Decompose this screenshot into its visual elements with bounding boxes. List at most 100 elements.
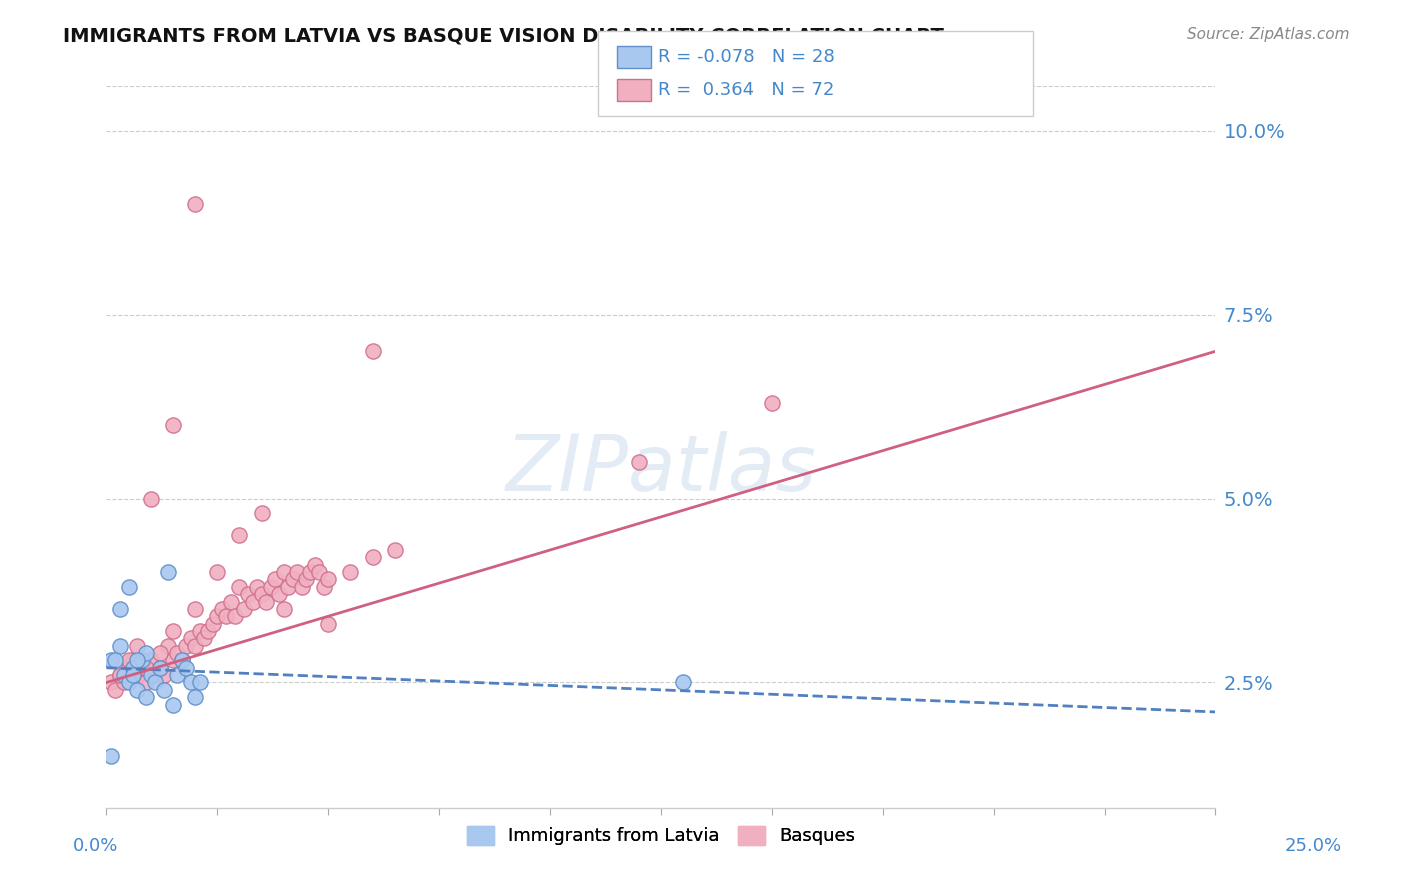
Point	[157, 565, 180, 579]
Point	[122, 653, 145, 667]
Point	[295, 573, 318, 587]
Point	[232, 602, 254, 616]
Point	[193, 632, 215, 646]
Point	[143, 668, 166, 682]
Text: 0.0%: 0.0%	[73, 837, 118, 855]
Point	[184, 690, 207, 705]
Text: IMMIGRANTS FROM LATVIA VS BASQUE VISION DISABILITY CORRELATION CHART: IMMIGRANTS FROM LATVIA VS BASQUE VISION …	[63, 27, 945, 45]
Point	[291, 580, 314, 594]
Point	[166, 668, 188, 682]
Point	[174, 661, 197, 675]
Point	[273, 602, 295, 616]
Point	[384, 543, 406, 558]
Point	[250, 506, 273, 520]
Point	[188, 624, 211, 638]
Point	[127, 682, 149, 697]
Point	[246, 580, 269, 594]
Point	[153, 682, 176, 697]
Point	[219, 594, 242, 608]
Point	[250, 587, 273, 601]
Point	[308, 565, 330, 579]
Point	[361, 344, 384, 359]
Point	[269, 587, 291, 601]
Text: 25.0%: 25.0%	[1285, 837, 1341, 855]
Point	[281, 573, 304, 587]
Point	[139, 653, 162, 667]
Point	[108, 668, 131, 682]
Point	[117, 653, 139, 667]
Point	[627, 455, 650, 469]
Point	[127, 653, 149, 667]
Point	[122, 668, 145, 682]
Text: R =  0.364   N = 72: R = 0.364 N = 72	[658, 81, 834, 99]
Point	[135, 690, 157, 705]
Point	[361, 550, 384, 565]
Point	[761, 396, 783, 410]
Point	[174, 639, 197, 653]
Point	[299, 565, 322, 579]
Point	[131, 653, 153, 667]
Point	[197, 624, 219, 638]
Point	[184, 197, 207, 211]
Point	[162, 698, 184, 712]
Point	[149, 661, 172, 675]
Point	[316, 616, 339, 631]
Point	[104, 682, 127, 697]
Text: Source: ZipAtlas.com: Source: ZipAtlas.com	[1187, 27, 1350, 42]
Point	[108, 668, 131, 682]
Point	[170, 653, 193, 667]
Point	[254, 594, 277, 608]
Point	[127, 668, 149, 682]
Point	[135, 646, 157, 660]
Point	[112, 668, 135, 682]
Point	[211, 602, 233, 616]
Point	[117, 675, 139, 690]
Point	[170, 653, 193, 667]
Point	[201, 616, 224, 631]
Point	[108, 602, 131, 616]
Point	[273, 565, 295, 579]
Point	[135, 675, 157, 690]
Point	[139, 491, 162, 506]
Point	[228, 528, 250, 542]
Point	[104, 653, 127, 667]
Point	[215, 609, 238, 624]
Point	[672, 675, 695, 690]
Point	[127, 639, 149, 653]
Point	[162, 653, 184, 667]
Point	[153, 668, 176, 682]
Point	[135, 661, 157, 675]
Point	[188, 675, 211, 690]
Point	[207, 609, 229, 624]
Point	[108, 639, 131, 653]
Point	[117, 661, 139, 675]
Point	[224, 609, 246, 624]
Point	[207, 565, 229, 579]
Point	[162, 417, 184, 432]
Point	[166, 646, 188, 660]
Point	[122, 661, 145, 675]
Point	[143, 675, 166, 690]
Point	[277, 580, 299, 594]
Point	[180, 675, 202, 690]
Point	[162, 624, 184, 638]
Point	[184, 602, 207, 616]
Point	[228, 580, 250, 594]
Point	[100, 653, 122, 667]
Text: R = -0.078   N = 28: R = -0.078 N = 28	[658, 48, 835, 66]
Point	[259, 580, 281, 594]
Point	[112, 675, 135, 690]
Point	[184, 639, 207, 653]
Point	[131, 661, 153, 675]
Point	[339, 565, 361, 579]
Point	[100, 749, 122, 764]
Point	[264, 573, 287, 587]
Legend: Immigrants from Latvia, Basques: Immigrants from Latvia, Basques	[460, 819, 862, 853]
Point	[285, 565, 308, 579]
Point	[149, 661, 172, 675]
Point	[312, 580, 335, 594]
Point	[117, 580, 139, 594]
Point	[238, 587, 260, 601]
Point	[242, 594, 264, 608]
Point	[316, 573, 339, 587]
